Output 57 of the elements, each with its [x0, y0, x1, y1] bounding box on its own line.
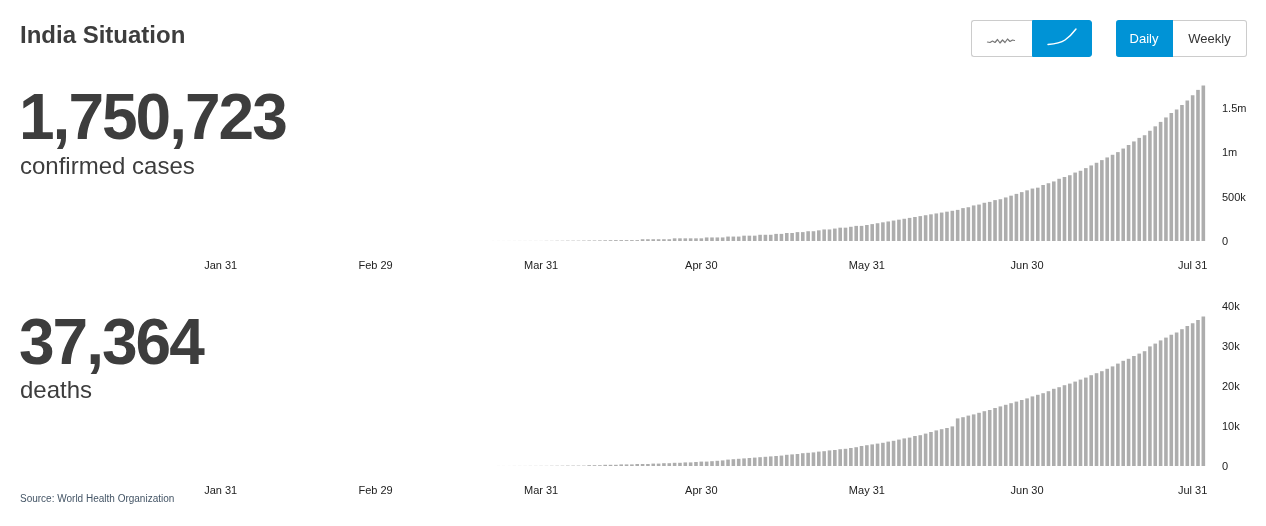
bar [961, 208, 965, 241]
x-tick-label: Jan 31 [204, 258, 238, 271]
x-tick-label: May 31 [848, 483, 885, 496]
bar [977, 204, 981, 241]
x-tick-label: Apr 30 [685, 258, 718, 271]
bar [672, 238, 677, 241]
bar [1196, 89, 1200, 241]
bar [699, 238, 704, 241]
x-tick-label: Jun 30 [1010, 258, 1044, 271]
y-tick-label: 0 [1222, 460, 1229, 472]
toggle-button: Weekly [1173, 20, 1247, 57]
annotation: 1,750,723 [19, 81, 286, 153]
x-tick-label: Feb 29 [358, 483, 393, 496]
source-note: Source: World Health Organization [20, 493, 175, 505]
bar [929, 214, 933, 241]
bar [961, 417, 965, 466]
bar [977, 412, 981, 466]
bar [710, 237, 714, 241]
y-tick-label: 500k [1222, 190, 1247, 203]
bar [704, 237, 709, 241]
bar [720, 237, 725, 241]
bar [715, 237, 720, 241]
y-tick-label: 10k [1222, 420, 1241, 432]
text: confirmed cases [20, 152, 195, 180]
x-tick-label: Apr 30 [685, 483, 718, 496]
x-tick-label: Mar 31 [523, 258, 559, 271]
bar [720, 460, 725, 466]
bar [1196, 320, 1200, 466]
bar [688, 462, 693, 466]
x-tick-label: Jul 31 [1177, 483, 1208, 496]
text: deaths [20, 376, 93, 404]
x-tick-label: Feb 29 [358, 258, 393, 271]
bar [726, 459, 730, 466]
toggle-button: Daily [1116, 20, 1173, 57]
y-tick-label: 40k [1222, 300, 1241, 312]
bar [945, 211, 949, 241]
bar [694, 462, 698, 466]
bar [1180, 329, 1184, 466]
bar [945, 428, 949, 466]
bar [929, 432, 933, 466]
x-tick-label: Mar 31 [523, 483, 559, 496]
x-tick-label: Jan 31 [204, 483, 238, 496]
bar [694, 238, 698, 241]
x-tick-label: Jul 31 [1177, 258, 1208, 271]
y-tick-label: 1.5m [1222, 101, 1247, 114]
chart-title: India Situation [20, 21, 186, 48]
y-tick-label: 0 [1222, 235, 1229, 247]
bar [1180, 105, 1184, 241]
x-tick-label: May 31 [848, 258, 885, 271]
y-tick-label: 30k [1222, 340, 1241, 352]
bar [726, 236, 730, 241]
x-tick-label: Jun 30 [1010, 483, 1044, 496]
text: 37,364 [19, 306, 203, 378]
y-tick-label: 20k [1222, 380, 1241, 392]
bar [688, 238, 693, 241]
y-tick-label: 1m [1222, 146, 1238, 159]
bar [710, 461, 714, 466]
